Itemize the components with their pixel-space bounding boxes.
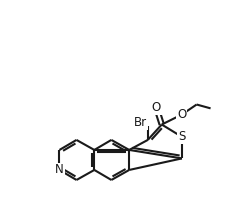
Text: O: O	[152, 101, 161, 114]
Text: O: O	[177, 108, 186, 121]
Text: S: S	[178, 130, 186, 143]
Text: N: N	[55, 163, 64, 176]
Text: Br: Br	[133, 116, 147, 129]
